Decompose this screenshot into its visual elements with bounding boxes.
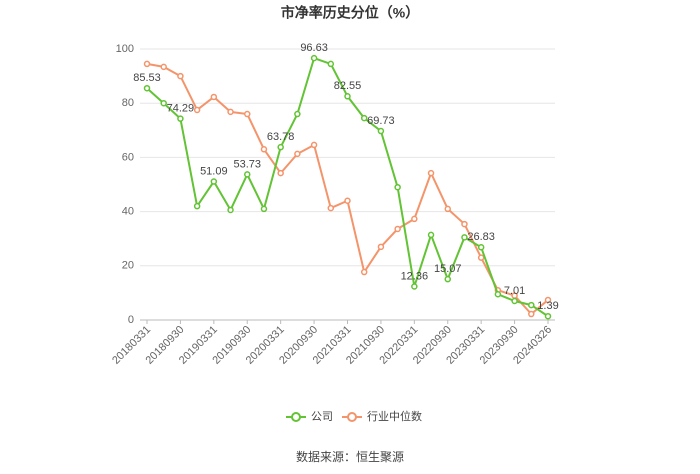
point: [494, 291, 502, 298]
series-line: [146, 62, 549, 316]
data-label: 12.36: [401, 270, 429, 282]
point: [511, 297, 518, 305]
point: [277, 143, 284, 151]
legend-item: 行业中位数: [342, 409, 422, 423]
point: [544, 312, 552, 320]
point: [528, 301, 535, 309]
point: [411, 215, 418, 223]
data-label: 63.78: [267, 131, 295, 143]
data-label: 1.39: [537, 300, 558, 312]
point: [244, 171, 251, 178]
y-tick-label: 100: [116, 43, 134, 55]
point: [327, 204, 335, 212]
legend-label: 行业中位数: [367, 409, 422, 423]
legend-label: 公司: [311, 411, 333, 423]
legend-marker: [347, 412, 357, 422]
point: [227, 108, 234, 116]
point: [260, 146, 268, 153]
chart-title: 市净率历史分位（%）: [281, 5, 419, 21]
point: [477, 254, 485, 261]
legend-marker: [291, 412, 301, 422]
y-tick-label: 60: [122, 151, 134, 163]
data-label: 85.53: [133, 72, 161, 84]
y-tick-label: 0: [128, 314, 134, 326]
data-label: 51.09: [200, 165, 228, 177]
point: [177, 72, 184, 80]
point: [193, 202, 201, 210]
point: [411, 283, 418, 290]
point: [143, 60, 151, 68]
source: 数据来源：恒生聚源: [296, 449, 404, 464]
point: [210, 178, 218, 185]
point: [344, 93, 351, 100]
point: [427, 231, 435, 239]
point: [327, 60, 335, 68]
point: [544, 296, 552, 304]
y-tick-label: 40: [122, 206, 134, 218]
point: [394, 225, 401, 233]
point: [310, 141, 318, 149]
point: [360, 268, 368, 276]
point: [477, 244, 485, 251]
y-tick-label: 80: [122, 97, 134, 109]
point: [294, 110, 301, 118]
point: [444, 275, 451, 283]
data-label: 15.07: [434, 263, 462, 275]
data-label: 7.01: [504, 285, 525, 297]
point: [394, 183, 401, 191]
data-label: 26.83: [467, 231, 495, 243]
point: [227, 206, 234, 214]
point: [461, 220, 468, 228]
point: [310, 54, 318, 62]
point: [160, 99, 167, 107]
point: [294, 150, 301, 158]
point: [143, 84, 151, 92]
y-tick-label: 20: [122, 260, 134, 272]
data-label: 74.29: [167, 103, 195, 115]
data-label: 96.63: [300, 42, 328, 54]
point: [444, 205, 451, 213]
point: [210, 93, 218, 101]
legend-item: 公司: [286, 411, 333, 423]
point: [260, 205, 268, 213]
point: [160, 63, 167, 71]
point: [377, 127, 385, 135]
point: [193, 106, 201, 114]
data-label: 82.55: [334, 80, 362, 92]
point: [244, 110, 251, 118]
point: [177, 115, 184, 122]
point: [360, 114, 368, 122]
data-label: 53.73: [233, 158, 261, 170]
point: [377, 243, 385, 251]
data-label: 69.73: [367, 115, 395, 127]
point: [427, 169, 435, 177]
point: [528, 310, 535, 318]
point: [461, 234, 468, 241]
point: [344, 197, 351, 205]
point: [277, 169, 284, 177]
